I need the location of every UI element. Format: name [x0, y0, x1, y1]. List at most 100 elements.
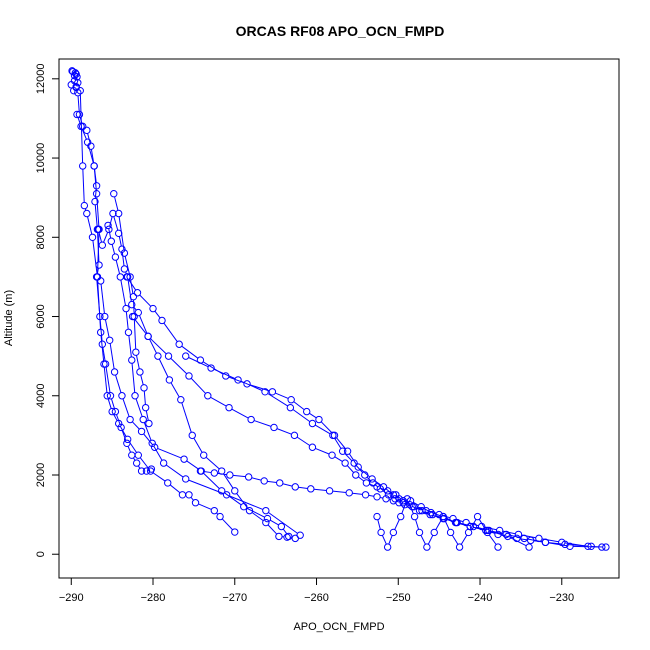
data-point [144, 332, 152, 341]
data-point [428, 510, 437, 519]
data-point [247, 415, 255, 424]
series-segment [193, 437, 203, 453]
series-segment [143, 433, 153, 446]
series-segment [368, 494, 374, 497]
series-segment [81, 129, 87, 140]
data-point [191, 499, 200, 507]
data-point [123, 435, 132, 444]
series-segment [348, 453, 357, 465]
series-segment [130, 279, 134, 294]
series-segment [388, 535, 393, 545]
data-point [558, 538, 566, 547]
series-segment [107, 398, 112, 409]
series-segment [120, 279, 126, 306]
data-point [217, 487, 226, 495]
series-segment [139, 315, 148, 334]
data-point [77, 122, 85, 131]
series-segment [251, 512, 264, 522]
series-segment [249, 384, 270, 392]
series-segment [292, 409, 311, 423]
data-point [291, 483, 299, 491]
data-point [535, 534, 543, 543]
data-point [328, 451, 336, 459]
data-point [126, 415, 134, 424]
data-point [182, 475, 190, 483]
series-segment [94, 204, 98, 227]
series-segment [473, 526, 485, 531]
data-point [141, 403, 150, 412]
series-segment [313, 488, 327, 492]
series-segment [188, 479, 224, 495]
series-segment [145, 410, 149, 421]
data-point [98, 241, 107, 249]
data-point [376, 485, 384, 493]
data-point [154, 352, 162, 360]
data-point [149, 304, 157, 313]
data-point [73, 110, 81, 119]
series-segment [165, 464, 184, 478]
series-segment [210, 396, 227, 407]
data-point [128, 312, 137, 321]
data-point [308, 443, 317, 451]
series-segment [427, 535, 434, 545]
y-tick-label: 0 [35, 551, 47, 557]
series-segment [134, 318, 147, 335]
series-segment [223, 492, 242, 506]
data-point [132, 348, 140, 356]
data-point [361, 471, 369, 479]
series-segment [521, 534, 536, 539]
series-segment [377, 519, 381, 530]
series-segment [282, 528, 288, 535]
series-segment [143, 422, 152, 441]
data-point [352, 471, 360, 479]
series-segment [298, 486, 308, 489]
x-tick-label: −260 [304, 592, 329, 604]
data-point [159, 459, 168, 467]
data-point [261, 388, 269, 396]
series-9 [182, 352, 610, 551]
series-segment [181, 402, 192, 433]
data-point [146, 467, 155, 475]
data-point [210, 506, 219, 515]
data-point [110, 368, 119, 376]
data-point [117, 423, 125, 432]
data-point [373, 512, 381, 521]
series-segment [114, 196, 119, 211]
series-segment [150, 338, 167, 355]
series-segment [268, 512, 298, 534]
y-tick-label: 2000 [35, 463, 47, 487]
series-segment [231, 408, 249, 419]
series-segment [334, 456, 343, 462]
series-segment [77, 95, 80, 112]
data-point [116, 273, 125, 281]
data-point [103, 392, 111, 400]
series-segment [122, 398, 130, 417]
data-point [410, 512, 419, 521]
data-point [397, 512, 405, 521]
series-segment [87, 133, 91, 144]
data-point [107, 237, 116, 245]
data-point [231, 528, 239, 536]
data-point [262, 518, 270, 527]
series-segment [109, 216, 113, 227]
series-2 [69, 67, 239, 536]
plot-area [58, 58, 620, 579]
x-tick-label: −250 [386, 592, 411, 604]
series-segment [344, 453, 353, 462]
series-segment [170, 358, 188, 375]
x-tick-label: −290 [59, 592, 84, 604]
data-point [74, 79, 82, 87]
data-point [226, 471, 234, 479]
series-segment [213, 368, 236, 380]
series-segment [269, 519, 279, 526]
y-tick-label: 6000 [35, 304, 47, 328]
series-segment [510, 537, 527, 547]
series-segment [267, 480, 277, 484]
data-point [96, 277, 105, 285]
series-segment [97, 280, 102, 330]
data-point [483, 526, 492, 535]
x-tick-label: −280 [141, 592, 166, 604]
series-segment [115, 374, 122, 393]
series-segment [352, 492, 363, 495]
series-segment [488, 534, 497, 545]
